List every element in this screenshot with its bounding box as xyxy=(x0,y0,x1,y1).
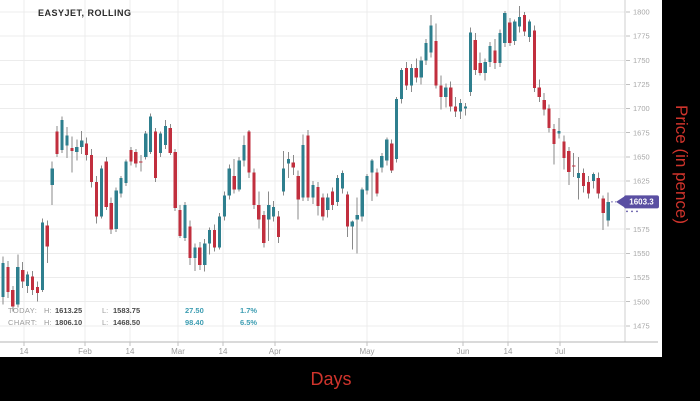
today-low-value: 1583.75 xyxy=(113,306,141,315)
svg-text:Jun: Jun xyxy=(457,347,470,356)
today-percent-value: 1.7% xyxy=(240,306,258,315)
price-chart-area: 1800177517501725170016751650162516001575… xyxy=(0,0,659,356)
chart-percent-value: 6.5% xyxy=(240,318,258,327)
today-label: TODAY: xyxy=(8,306,38,315)
chart-label: CHART: xyxy=(8,318,38,327)
chart-range-value: 98.40 xyxy=(185,318,204,327)
svg-text:1700: 1700 xyxy=(633,104,650,113)
chart-low-value: 1468.50 xyxy=(113,318,141,327)
stats-overlay: TODAY: H: 1613.25 L: 1583.75 27.50 1.7% … xyxy=(8,305,288,329)
svg-text:1725: 1725 xyxy=(633,80,650,89)
svg-text:14: 14 xyxy=(126,347,135,356)
stats-row-chart: CHART: H: 1806.10 L: 1468.50 98.40 6.5% xyxy=(8,317,288,329)
svg-text:1675: 1675 xyxy=(633,128,650,137)
svg-text:1525: 1525 xyxy=(633,273,650,282)
today-high-value: 1613.25 xyxy=(55,306,83,315)
svg-text:1650: 1650 xyxy=(633,152,650,161)
svg-text:1800: 1800 xyxy=(633,8,650,17)
chart-title: EASYJET, ROLLING xyxy=(38,8,132,18)
y-axis-title: Price (in pence) xyxy=(672,105,691,225)
svg-text:Mar: Mar xyxy=(171,347,185,356)
y-axis-band: Price (in pence) xyxy=(662,0,700,401)
candlestick-chart: 1800177517501725170016751650162516001575… xyxy=(0,0,659,356)
svg-text:14: 14 xyxy=(504,347,513,356)
svg-text:1625: 1625 xyxy=(633,177,650,186)
svg-text:May: May xyxy=(359,347,374,356)
today-range-value: 27.50 xyxy=(185,306,204,315)
svg-text:1500: 1500 xyxy=(633,297,650,306)
chart-high-label: H: xyxy=(44,318,52,327)
svg-text:1775: 1775 xyxy=(633,32,650,41)
svg-text:Jul: Jul xyxy=(555,347,565,356)
stats-row-today: TODAY: H: 1613.25 L: 1583.75 27.50 1.7% xyxy=(8,305,288,317)
svg-text:14: 14 xyxy=(20,347,29,356)
svg-text:Feb: Feb xyxy=(78,347,92,356)
svg-text:1603.3: 1603.3 xyxy=(629,198,654,207)
today-high-label: H: xyxy=(44,306,52,315)
svg-text:1575: 1575 xyxy=(633,225,650,234)
chart-high-value: 1806.10 xyxy=(55,318,83,327)
today-low-label: L: xyxy=(102,306,109,315)
svg-text:1475: 1475 xyxy=(633,321,650,330)
svg-text:1550: 1550 xyxy=(633,249,650,258)
svg-text:Apr: Apr xyxy=(269,347,282,356)
svg-text:1750: 1750 xyxy=(633,56,650,65)
chart-low-label: L: xyxy=(102,318,109,327)
x-axis-band: Days xyxy=(0,357,700,401)
svg-text:14: 14 xyxy=(219,347,228,356)
x-axis-title: Days xyxy=(310,368,352,389)
